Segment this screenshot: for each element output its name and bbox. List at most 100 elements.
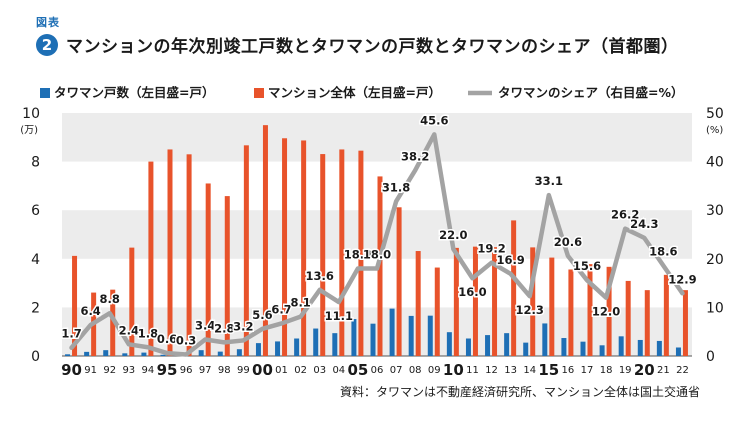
x-tick-label: 03	[313, 365, 326, 376]
bar-all	[224, 196, 230, 356]
share-data-label: 45.6	[420, 113, 448, 127]
share-data-label: 2.4	[119, 323, 139, 337]
share-data-label: 38.2	[401, 149, 429, 163]
bar-all	[377, 176, 383, 356]
bar-tower	[618, 336, 624, 356]
x-tick-label: 06	[371, 365, 384, 376]
left-tick-label: 6	[31, 203, 40, 219]
share-data-label: 5.6	[252, 308, 272, 322]
x-tick-label: 12	[485, 365, 498, 376]
grid-band	[62, 307, 692, 356]
bar-tower	[504, 333, 510, 356]
x-tick-label: 08	[409, 365, 422, 376]
x-tick-label: 11	[466, 365, 479, 376]
x-tick-label: 14	[523, 365, 536, 376]
bar-all	[186, 154, 192, 356]
share-data-label: 8.8	[100, 292, 120, 306]
right-tick-label: 0	[706, 349, 715, 365]
bar-tower	[370, 323, 376, 356]
bar-tower	[84, 351, 90, 356]
left-tick-label: 4	[31, 252, 40, 268]
bar-tower	[332, 333, 338, 356]
share-data-label: 6.4	[80, 304, 100, 318]
share-data-label: 2.8	[214, 321, 234, 335]
bar-tower	[675, 347, 681, 356]
share-line-path	[69, 132, 685, 357]
x-tick-label: 02	[294, 365, 307, 376]
bar-tower	[198, 350, 204, 356]
x-tick-label: 17	[581, 365, 594, 376]
left-tick-label: 0	[31, 349, 40, 365]
share-data-label: 3.2	[233, 319, 253, 333]
share-data-label: 13.6	[306, 269, 334, 283]
bar-tower	[561, 338, 567, 356]
x-tick-label: 95	[157, 361, 178, 379]
title-row: 2 マンションの年次別竣工戸数とタワマンの戸数とタワマンのシェア（首都圏）	[36, 32, 679, 57]
bar-tower	[637, 339, 643, 356]
x-tick-label: 99	[237, 365, 250, 376]
share-data-label: 20.6	[554, 235, 582, 249]
x-tick-label: 00	[252, 361, 273, 379]
share-data-label: 16.9	[496, 253, 524, 267]
legend-label-tower: タワマン戸数（左目盛=戸）	[54, 85, 214, 100]
share-data-label: 26.2	[611, 208, 639, 222]
x-tick-label: 90	[61, 361, 82, 379]
x-tick-label: 09	[428, 365, 441, 376]
x-tick-label: 96	[180, 365, 193, 376]
bar-all	[625, 280, 631, 356]
share-data-label: 12.9	[668, 272, 696, 286]
bar-all	[644, 290, 650, 356]
bar-all	[587, 264, 593, 356]
bar-tower	[65, 354, 71, 356]
x-tick-label: 18	[600, 365, 613, 376]
bar-all	[243, 145, 249, 356]
bar-tower	[485, 335, 491, 356]
figure-tag: 図表	[36, 16, 60, 29]
x-tick-label: 15	[538, 361, 559, 379]
bar-tower	[122, 353, 128, 356]
bar-all	[434, 267, 440, 356]
bar-tower	[523, 342, 529, 356]
legend-swatch-tower	[40, 88, 50, 98]
bar-tower	[160, 354, 166, 356]
grid-band	[62, 113, 692, 162]
share-data-label: 12.0	[592, 305, 620, 319]
bar-all	[511, 220, 517, 356]
share-data-label: 6.7	[271, 302, 291, 316]
bar-tower	[408, 315, 414, 356]
left-tick-label: 8	[31, 155, 40, 171]
right-tick-label: 40	[706, 155, 724, 171]
bar-tower	[141, 352, 147, 356]
right-tick-label: 20	[706, 252, 724, 268]
share-data-label: 19.2	[477, 242, 505, 256]
bar-all	[167, 149, 173, 356]
x-tick-label: 05	[347, 361, 368, 379]
bar-tower	[446, 332, 452, 356]
right-axis-unit: (%)	[706, 125, 723, 136]
x-tick-label: 22	[676, 365, 689, 376]
bar-tower	[294, 338, 300, 356]
x-tick-label: 19	[619, 365, 632, 376]
bar-all	[453, 247, 459, 356]
bar-all	[262, 125, 268, 357]
bar-all	[415, 251, 421, 356]
right-tick-label: 50	[706, 106, 724, 122]
source-note: 資料：タワマンは不動産経済研究所、マンション全体は国土交通省	[340, 384, 700, 399]
x-tick-label: 16	[562, 365, 575, 376]
x-tick-label: 92	[103, 365, 116, 376]
share-data-label: 1.8	[138, 326, 158, 340]
bar-tower	[255, 343, 261, 356]
share-data-label: 24.3	[630, 217, 658, 231]
legend-swatch-all	[254, 88, 264, 98]
grid-band	[62, 210, 692, 259]
chart-title: マンションの年次別竣工戸数とタワマンの戸数とタワマンのシェア（首都圏）	[66, 37, 679, 57]
bar-all	[205, 183, 211, 356]
bar-tower	[313, 328, 319, 356]
bar-all	[129, 247, 135, 356]
share-data-label: 18.0	[344, 248, 372, 262]
share-data-label: 0.6	[157, 332, 177, 346]
left-axis-unit: (万)	[20, 125, 38, 136]
bar-tower	[542, 323, 548, 356]
